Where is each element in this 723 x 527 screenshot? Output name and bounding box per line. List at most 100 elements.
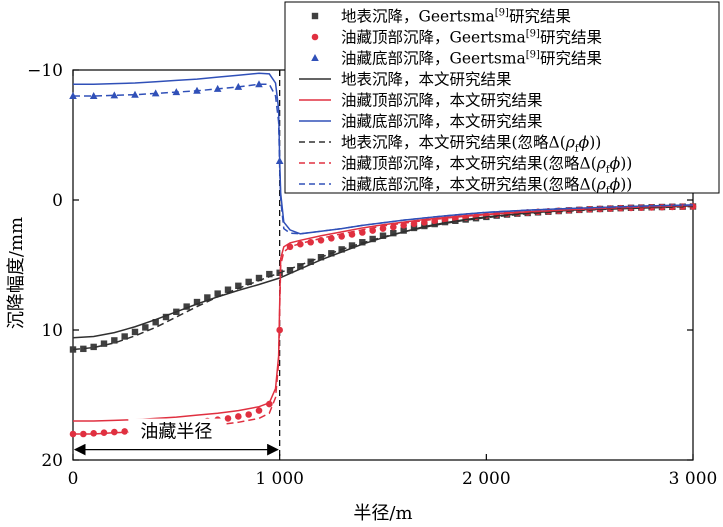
legend-label-part: 地表沉降，Geertsma: [341, 8, 495, 26]
annotation-label: 油藏半径: [140, 422, 212, 443]
data-point: [214, 290, 221, 297]
series-8: [73, 83, 694, 235]
data-point: [152, 319, 159, 326]
y-axis-label: 沉降幅度/mm: [6, 217, 27, 329]
data-point: [400, 222, 407, 229]
legend-label-part: ρ: [596, 155, 606, 173]
legend-label-part: f: [606, 186, 611, 197]
data-point: [142, 324, 149, 331]
y-tick-label: 20: [41, 451, 63, 471]
legend-label-part: 油藏底部沉降，本文研究结果(忽略Δ(: [341, 176, 597, 194]
legend-label-part: 油藏顶部沉降，Geertsma: [341, 29, 526, 47]
legend-entry: 油藏底部沉降，本文研究结果: [299, 113, 543, 131]
legend-label: 地表沉降，本文研究结果: [341, 71, 512, 89]
data-point: [80, 430, 87, 438]
legend-label-part: [9]: [526, 29, 540, 40]
legend-label: 油藏顶部沉降，本文研究结果: [341, 92, 543, 110]
legend-entry: 油藏顶部沉降，本文研究结果(忽略Δ(ρfϕ)): [299, 155, 632, 176]
legend-label-part: )): [620, 155, 632, 173]
data-point: [400, 227, 407, 234]
legend-label-part: [9]: [495, 8, 509, 19]
legend-label-part: ϕ: [579, 134, 590, 152]
legend-swatch: [311, 12, 319, 20]
legend-label-part: [9]: [526, 50, 540, 61]
data-point: [255, 80, 263, 88]
data-point: [80, 345, 87, 353]
legend-label: 油藏底部沉降，本文研究结果(忽略Δ(ρfϕ)): [341, 176, 632, 197]
legend-entry: 地表沉降，本文研究结果: [299, 71, 512, 89]
data-point: [121, 428, 128, 435]
legend-label-part: 油藏顶部沉降，本文研究结果(忽略Δ(: [341, 155, 597, 173]
data-point: [379, 232, 387, 239]
data-point: [245, 411, 252, 418]
x-tick-label: 1 000: [255, 469, 304, 489]
legend-entry: 地表沉降，本文研究结果(忽略Δ(ρfϕ)): [299, 134, 601, 155]
data-point: [183, 303, 190, 310]
legend-entry: 油藏顶部沉降，本文研究结果: [299, 92, 543, 110]
data-point: [100, 429, 108, 437]
x-axis-label: 半径/m: [353, 503, 412, 524]
legend-label: 油藏顶部沉降，本文研究结果(忽略Δ(ρfϕ)): [341, 155, 632, 176]
reservoir-radius-annotation: 油藏半径: [73, 418, 279, 456]
legend-label-part: ϕ: [610, 155, 621, 173]
data-point: [224, 286, 232, 293]
data-point: [369, 235, 376, 243]
data-point: [266, 400, 273, 408]
legend-label-part: f: [575, 144, 580, 155]
legend-label-part: 研究结果: [540, 29, 602, 47]
legend-entry: 地表沉降，Geertsma[9]研究结果: [311, 8, 571, 26]
series-line: [73, 204, 694, 435]
legend-label: 地表沉降，本文研究结果(忽略Δ(ρfϕ)): [341, 134, 601, 155]
legend-swatch: [311, 33, 319, 41]
data-point: [266, 270, 273, 278]
data-point: [131, 90, 139, 98]
data-point: [286, 267, 294, 274]
data-point: [255, 407, 263, 414]
legend-label-part: 油藏底部沉降，Geertsma: [341, 50, 526, 68]
legend: 地表沉降，Geertsma[9]研究结果油藏顶部沉降，Geertsma[9]研究…: [284, 1, 720, 197]
legend-label-part: ϕ: [610, 176, 621, 194]
legend-label-part: 地表沉降，本文研究结果: [341, 71, 512, 89]
data-point: [111, 337, 118, 344]
legend-entry: 油藏底部沉降，本文研究结果(忽略Δ(ρfϕ)): [299, 176, 632, 197]
legend-label-part: )): [589, 134, 601, 152]
series-line: [73, 83, 694, 235]
series-3: [72, 205, 694, 339]
data-point: [100, 340, 108, 347]
y-tick-label: −10: [27, 61, 63, 81]
legend-label-part: ρ: [565, 134, 575, 152]
legend-label-part: 研究结果: [509, 8, 571, 26]
y-tick-label: 10: [41, 321, 63, 341]
legend-label: 地表沉降，Geertsma[9]研究结果: [341, 8, 571, 26]
data-point: [245, 278, 252, 286]
legend-label: 油藏底部沉降，本文研究结果: [341, 113, 543, 131]
legend-label-part: 地表沉降，本文研究结果(忽略Δ(: [341, 134, 566, 152]
series-line: [72, 205, 694, 351]
data-point: [390, 229, 397, 237]
data-point: [224, 415, 232, 422]
legend-box: [284, 1, 720, 194]
data-point: [131, 328, 139, 336]
legend-label: 油藏底部沉降，Geertsma[9]研究结果: [341, 50, 602, 68]
axis-layer: 0 1 000 2 000 3 000 −10 0 10 20 半径/m 沉降幅度/mm: [6, 61, 717, 524]
x-tick-label: 3 000: [669, 469, 718, 489]
series-7: [73, 204, 694, 435]
legend-label: 油藏顶部沉降，Geertsma[9]研究结果: [341, 29, 602, 47]
data-point: [193, 298, 201, 306]
data-point: [90, 343, 97, 351]
data-point: [162, 313, 170, 321]
series-layer: [69, 72, 697, 438]
legend-label-part: 研究结果: [540, 50, 602, 68]
data-point: [110, 91, 119, 99]
legend-entry: 油藏顶部沉降，Geertsma[9]研究结果: [311, 29, 602, 47]
x-tick-label: 0: [68, 469, 79, 489]
data-point: [410, 224, 418, 232]
legend-label-part: )): [620, 176, 632, 194]
data-point: [89, 92, 98, 99]
legend-label-part: 油藏顶部沉降，本文研究结果: [341, 92, 543, 110]
legend-swatch: [311, 54, 319, 61]
x-tick-label: 2 000: [462, 469, 511, 489]
series-2: [69, 80, 284, 164]
y-tick-label: 0: [52, 191, 63, 211]
